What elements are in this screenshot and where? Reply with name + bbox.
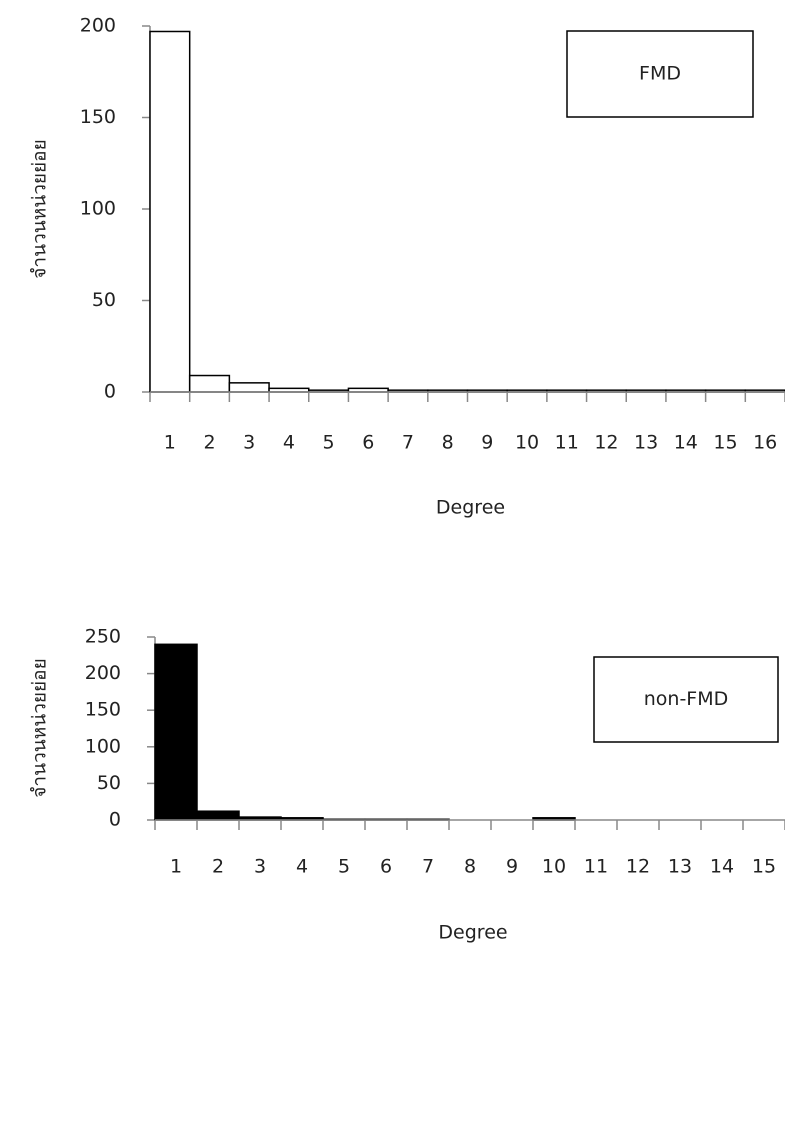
x-tick-label: 10: [515, 432, 539, 454]
x-tick-label: 7: [402, 432, 414, 454]
x-tick-label: 16: [753, 432, 777, 454]
x-tick-label: 1: [170, 856, 182, 878]
x-tick-label: 12: [626, 856, 650, 878]
x-axis-label: Degree: [438, 922, 507, 944]
legend-box: [593, 656, 779, 743]
x-tick-label: 3: [254, 856, 266, 878]
x-axis-label: Degree: [436, 497, 505, 519]
x-tick-label: 11: [584, 856, 608, 878]
legend-box: [566, 30, 754, 118]
y-tick-label: 0: [109, 809, 121, 831]
bar: [196, 810, 240, 821]
x-tick-label: 5: [323, 432, 335, 454]
y-tick-label: 0: [104, 381, 116, 403]
y-tick-label: 100: [80, 198, 116, 220]
bar: [154, 643, 198, 821]
x-tick-label: 2: [212, 856, 224, 878]
legend-label: non-FMD: [644, 688, 729, 710]
y-tick-label: 250: [85, 626, 121, 648]
y-tick-label: 150: [85, 699, 121, 721]
x-tick-label: 8: [464, 856, 476, 878]
y-tick-label: 200: [80, 15, 116, 37]
x-tick-label: 6: [380, 856, 392, 878]
x-tick-label: 14: [674, 432, 698, 454]
x-tick-label: 8: [442, 432, 454, 454]
x-tick-label: 12: [594, 432, 618, 454]
bar: [228, 382, 270, 393]
y-tick-label: 150: [80, 106, 116, 128]
x-tick-label: 11: [555, 432, 579, 454]
x-tick-label: 13: [634, 432, 658, 454]
x-tick-label: 9: [481, 432, 493, 454]
x-tick-label: 6: [362, 432, 374, 454]
bar: [188, 374, 231, 393]
x-tick-label: 3: [243, 432, 255, 454]
y-tick-label: 100: [85, 735, 121, 757]
x-tick-label: 7: [422, 856, 434, 878]
x-tick-label: 2: [203, 432, 215, 454]
bar: [149, 30, 191, 393]
x-tick-label: 15: [752, 856, 776, 878]
x-tick-label: 13: [668, 856, 692, 878]
y-tick-label: 50: [92, 289, 116, 311]
legend-label: FMD: [639, 63, 681, 85]
y-axis-label: จำนวนหน่วยย่อย: [29, 139, 51, 278]
y-tick-label: 200: [85, 662, 121, 684]
x-tick-label: 4: [283, 432, 295, 454]
x-tick-label: 9: [506, 856, 518, 878]
x-tick-label: 4: [296, 856, 308, 878]
y-tick-label: 50: [97, 772, 121, 794]
x-tick-label: 14: [710, 856, 734, 878]
x-tick-label: 1: [164, 432, 176, 454]
x-tick-label: 5: [338, 856, 350, 878]
x-tick-label: 15: [713, 432, 737, 454]
y-axis-label: จำนวนหน่วยย่อย: [29, 658, 51, 797]
x-tick-label: 10: [542, 856, 566, 878]
